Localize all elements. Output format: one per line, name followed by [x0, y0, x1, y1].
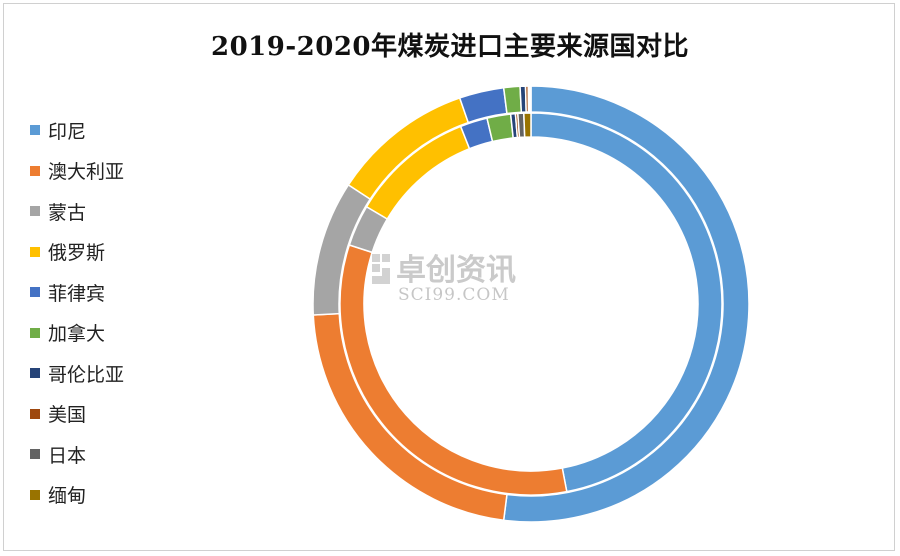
- legend-swatch: [30, 165, 40, 176]
- legend-label: 印尼: [48, 120, 87, 143]
- slice-outer-1: [312, 312, 508, 522]
- legend-item: 日本: [30, 434, 124, 475]
- legend-label: 缅甸: [48, 485, 87, 508]
- legend-label: 菲律宾: [48, 282, 106, 305]
- chart-legend: 印尼澳大利亚蒙古俄罗斯菲律宾加拿大哥伦比亚美国日本缅甸: [30, 110, 124, 515]
- legend-item: 美国: [30, 394, 124, 435]
- legend-item: 蒙古: [30, 191, 124, 232]
- legend-swatch: [30, 368, 40, 379]
- watermark-text-cn: 卓创资讯: [396, 253, 516, 288]
- legend-label: 美国: [48, 404, 87, 427]
- legend-label: 澳大利亚: [48, 161, 125, 184]
- legend-swatch: [30, 125, 40, 136]
- slice-outer-9: [528, 85, 532, 113]
- watermark-logo-icon: [372, 254, 390, 284]
- legend-swatch: [30, 489, 40, 500]
- legend-item: 印尼: [30, 110, 124, 151]
- legend-item: 俄罗斯: [30, 232, 124, 273]
- slice-outer-5: [502, 85, 523, 115]
- legend-swatch: [30, 408, 40, 419]
- chart-title: 2019-2020年煤炭进口主要来源国对比: [210, 32, 690, 62]
- legend-swatch: [30, 246, 40, 257]
- legend-label: 蒙古: [48, 201, 87, 224]
- legend-label: 日本: [48, 444, 87, 467]
- watermark: 卓创资讯 SCI99.COM: [372, 253, 516, 305]
- legend-item: 哥伦比亚: [30, 353, 124, 394]
- legend-item: 菲律宾: [30, 272, 124, 313]
- legend-swatch: [30, 287, 40, 298]
- legend-swatch: [30, 449, 40, 460]
- legend-item: 加拿大: [30, 313, 124, 354]
- legend-swatch: [30, 327, 40, 338]
- legend-item: 缅甸: [30, 475, 124, 516]
- legend-item: 澳大利亚: [30, 151, 124, 192]
- legend-label: 加拿大: [48, 323, 106, 346]
- doughnut-rings: [312, 85, 750, 523]
- legend-label: 俄罗斯: [48, 242, 106, 265]
- watermark-text-en: SCI99.COM: [398, 285, 510, 305]
- legend-swatch: [30, 206, 40, 217]
- slice-inner-5: [486, 113, 515, 143]
- legend-label: 哥伦比亚: [48, 363, 125, 386]
- slice-inner-9: [523, 112, 532, 138]
